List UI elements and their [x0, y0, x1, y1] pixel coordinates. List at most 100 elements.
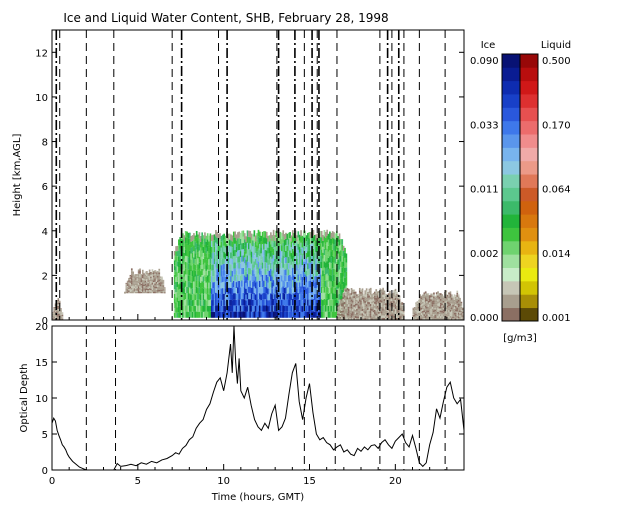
- cloud-cell: [188, 244, 191, 251]
- cloud-cell: [163, 289, 166, 290]
- cloud-cell: [179, 277, 182, 284]
- cloud-cell: [287, 281, 290, 288]
- cloud-cell: [204, 305, 206, 312]
- cloud-cell: [132, 287, 135, 289]
- cloud-cell: [441, 305, 444, 308]
- cloud-cell: [453, 318, 456, 320]
- cloud-cell: [396, 317, 398, 320]
- cloud-cell: [267, 300, 269, 307]
- cloud-cell: [401, 306, 404, 308]
- cloud-cell: [143, 280, 145, 282]
- cloud-cell: [148, 283, 151, 285]
- cloud-cell: [449, 317, 452, 320]
- cloud-cell: [442, 304, 445, 307]
- cloud-cell: [223, 233, 225, 240]
- cloud-cell: [427, 297, 430, 299]
- cloud-cell: [338, 303, 341, 305]
- cloud-cell: [446, 307, 449, 310]
- cloud-cell: [387, 310, 390, 313]
- cloud-cell: [364, 315, 367, 318]
- cloud-cell: [281, 239, 283, 246]
- cloud-cell: [287, 287, 290, 294]
- cloud-cell: [430, 293, 433, 296]
- cloud-cell: [437, 299, 439, 302]
- cloud-cell: [437, 313, 439, 316]
- cloud-cell: [199, 253, 202, 260]
- cloud-cell: [143, 273, 145, 275]
- cloud-cell: [347, 288, 350, 292]
- cloud-cell: [194, 276, 197, 283]
- cloud-cell: [426, 304, 428, 307]
- cloud-cell: [245, 271, 247, 278]
- cloud-cell: [241, 261, 243, 269]
- cloud-cell: [202, 258, 205, 265]
- cloud-cell: [263, 268, 265, 275]
- cloud-cell: [257, 267, 260, 274]
- cloud-cell: [231, 241, 234, 248]
- cloud-cell: [184, 268, 187, 275]
- cloud-cell: [216, 280, 219, 288]
- cloud-cell: [147, 280, 150, 282]
- cloud-cell: [457, 298, 460, 300]
- cloud-cell: [57, 301, 60, 303]
- cloud-cell: [157, 291, 159, 294]
- cloud-cell: [241, 280, 243, 287]
- cloud-cell: [441, 310, 444, 313]
- cloud-cell: [398, 314, 401, 317]
- cloud-cell: [264, 262, 267, 269]
- cloud-cell: [442, 297, 445, 300]
- cloud-cell: [413, 310, 416, 311]
- cloud-cell: [302, 280, 305, 287]
- cloud-cell: [259, 305, 261, 312]
- cloud-cell: [147, 281, 150, 284]
- cloud-cell: [173, 274, 176, 280]
- cloud-cell: [57, 310, 60, 313]
- cloud-cell: [232, 243, 235, 251]
- cloud-cell: [422, 305, 424, 308]
- cloud-cell: [239, 311, 242, 318]
- cloud-cell: [267, 276, 269, 283]
- cloud-cell: [356, 310, 358, 313]
- cloud-cell: [360, 298, 362, 301]
- cloud-cell: [365, 313, 368, 316]
- cloud-cell: [248, 255, 250, 262]
- cloud-cell: [195, 268, 198, 275]
- cloud-cell: [296, 305, 298, 312]
- cloud-cell: [398, 295, 401, 298]
- cloud-cell: [360, 293, 362, 297]
- cloud-cell: [444, 313, 446, 316]
- cloud-cell: [367, 309, 369, 312]
- cloud-cell: [158, 272, 161, 275]
- cloud-cell: [291, 242, 294, 249]
- cloud-cell: [128, 292, 130, 294]
- cloud-cell: [349, 308, 351, 311]
- cloud-cell: [282, 280, 285, 287]
- cloud-cell: [191, 300, 194, 306]
- cloud-cell: [424, 313, 427, 316]
- cloud-cell: [253, 299, 256, 306]
- cloud-cell: [368, 306, 371, 309]
- cloud-cell: [449, 309, 452, 312]
- cloud-cell: [300, 267, 302, 274]
- cloud-cell: [343, 315, 346, 318]
- cloud-cell: [338, 287, 341, 294]
- cloud-cell: [136, 286, 139, 288]
- cloud-cell: [312, 261, 315, 268]
- cloud-cell: [419, 310, 422, 313]
- cloud-cell: [219, 233, 221, 240]
- cloud-cell: [441, 312, 444, 315]
- cloud-cell: [220, 288, 223, 295]
- cloud-cell: [179, 294, 182, 301]
- cloud-cell: [223, 257, 225, 264]
- cloud-cell: [309, 262, 312, 269]
- cloud-cell: [249, 243, 252, 250]
- cloud-cell: [263, 249, 265, 256]
- cloud-cell: [341, 313, 343, 316]
- cloud-cell: [338, 308, 341, 310]
- cloud-cell: [179, 271, 182, 278]
- cloud-cell: [52, 318, 54, 319]
- cloud-cell: [157, 274, 159, 276]
- cloud-cell: [305, 311, 308, 318]
- cloud-cell: [137, 269, 140, 272]
- cloud-cell: [334, 281, 337, 288]
